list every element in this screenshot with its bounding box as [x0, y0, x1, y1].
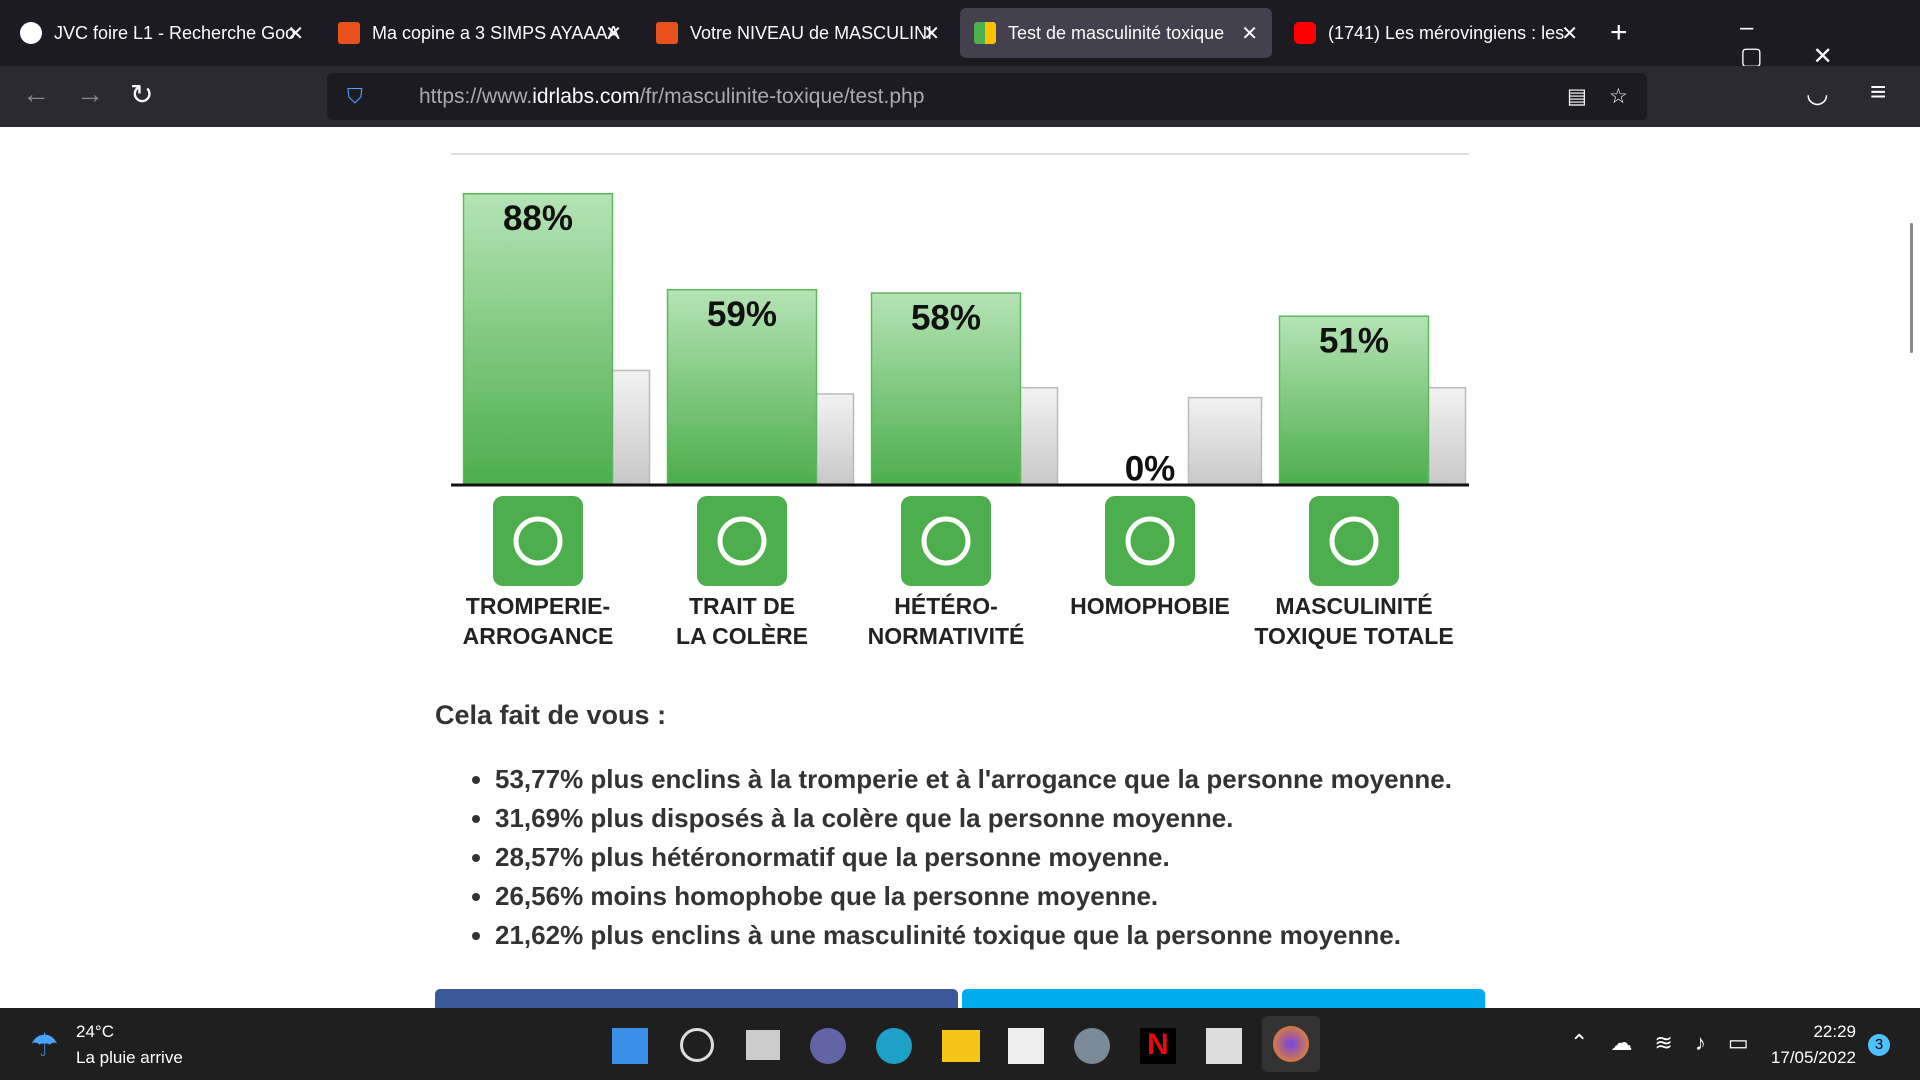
- icon-glyph: [513, 516, 563, 566]
- icon-glyph: [921, 516, 971, 566]
- tab-icon: [20, 22, 42, 44]
- weather-icon: ☂: [30, 1027, 59, 1063]
- forward-button[interactable]: →: [76, 78, 104, 109]
- category-icon: [1105, 496, 1195, 586]
- category-label: HOMOPHOBIE: [1070, 593, 1230, 619]
- category-label: TROMPERIE- ARROGANCE: [462, 593, 614, 649]
- tab-title: Test de masculinité toxique: [1008, 22, 1225, 43]
- new-tab-button[interactable]: +: [1610, 16, 1628, 49]
- weather-text: La pluie arrive: [76, 1048, 183, 1067]
- category-icon: [1309, 496, 1399, 586]
- clock-date: 17/05/2022: [1770, 1048, 1856, 1067]
- clock-time: 22:29: [1813, 1022, 1856, 1041]
- edge-icon[interactable]: [876, 1028, 912, 1064]
- bar-value-label: 58%: [911, 298, 981, 337]
- search-button[interactable]: [680, 1028, 714, 1062]
- result-item: 31,69% plus disposés à la colère que la …: [495, 799, 1452, 838]
- taskview-button[interactable]: [746, 1030, 780, 1060]
- twitter-share-button[interactable]: [962, 989, 1485, 1008]
- results-heading: Cela fait de vous :: [435, 700, 667, 730]
- url-bar[interactable]: https://www.idrlabs.com/fr/masculinite-t…: [327, 73, 1647, 120]
- tab[interactable]: JVC foire L1 - Recherche Goo ✕: [6, 8, 318, 58]
- tab-icon: [1294, 22, 1316, 44]
- bar: [666, 288, 818, 486]
- result-item: 21,62% plus enclins à une masculinité to…: [495, 916, 1452, 955]
- category-label: MASCULINITÉ TOXIQUE TOTALE: [1254, 593, 1454, 649]
- tray-icons[interactable]: ⌃☁≋♪▭: [1570, 1030, 1771, 1055]
- weather-temp: 24°C: [76, 1022, 114, 1041]
- category-icon: [901, 496, 991, 586]
- chart: 88% 59% 58% 0% 51%: [451, 153, 1469, 586]
- tab-title: Votre NIVEAU de MASCULINI: [690, 22, 933, 43]
- tab[interactable]: Votre NIVEAU de MASCULINI ✕: [642, 8, 954, 58]
- tab[interactable]: Test de masculinité toxique ✕: [960, 8, 1272, 58]
- tab-title: JVC foire L1 - Recherche Goo: [54, 22, 296, 43]
- result-item: 26,56% moins homophobe que la personne m…: [495, 877, 1452, 916]
- bar: [462, 192, 614, 486]
- bookmark-star[interactable]: ☆: [1609, 85, 1628, 108]
- bar: [1278, 315, 1430, 486]
- tab-close[interactable]: ✕: [1561, 22, 1578, 45]
- tab-icon: [656, 22, 678, 44]
- scrollbar-thumb[interactable]: [1910, 223, 1913, 353]
- tab[interactable]: (1741) Les mérovingiens : les ✕: [1280, 8, 1592, 58]
- bar-value-label: 0%: [1125, 449, 1176, 488]
- window-controls[interactable]: –▢✕: [1740, 14, 1883, 70]
- bar-value-label: 59%: [707, 295, 777, 334]
- firefox-taskbar-item[interactable]: [1262, 1016, 1320, 1072]
- url-path: /fr/masculinite-toxique/test.php: [639, 85, 925, 108]
- category-label: TRAIT DE LA COLÈRE: [675, 593, 809, 649]
- results-list: 53,77% plus enclins à la tromperie et à …: [470, 760, 1452, 955]
- tab-bar: JVC foire L1 - Recherche Goo ✕ Ma copine …: [0, 0, 1920, 70]
- tab-icon: [338, 22, 360, 44]
- bar: [1187, 396, 1263, 486]
- tab-close[interactable]: ✕: [605, 22, 622, 45]
- menu-button[interactable]: ≡: [1870, 76, 1887, 107]
- notification-badge[interactable]: 3: [1868, 1034, 1890, 1056]
- icon-glyph: [1329, 516, 1379, 566]
- reader-icon[interactable]: ▤: [1567, 85, 1587, 108]
- category-icon: [697, 496, 787, 586]
- category-label: HÉTÉRO- NORMATIVITÉ: [867, 593, 1025, 649]
- tab[interactable]: Ma copine a 3 SIMPS AYAAAA ✕: [324, 8, 636, 58]
- tab-title: Ma copine a 3 SIMPS AYAAAA: [372, 22, 620, 43]
- settings-icon[interactable]: [1074, 1028, 1110, 1064]
- icon-glyph: [1125, 516, 1175, 566]
- category-icon: [493, 496, 583, 586]
- back-button[interactable]: ←: [22, 78, 50, 109]
- shield-icon: ⛉: [347, 85, 363, 108]
- explorer-icon[interactable]: [942, 1030, 980, 1062]
- reload-button[interactable]: ↻: [130, 79, 154, 110]
- bar-value-label: 51%: [1319, 321, 1389, 360]
- bar: [870, 292, 1022, 486]
- result-item: 28,57% plus hétéronormatif que la person…: [495, 838, 1452, 877]
- result-item: 53,77% plus enclins à la tromperie et à …: [495, 760, 1452, 799]
- taskbar: ☂ 24°C La pluie arrive N ⌃☁≋♪▭ 22:29 17/…: [0, 1008, 1920, 1080]
- bar-value-label: 88%: [503, 199, 573, 238]
- tab-close[interactable]: ✕: [287, 22, 304, 45]
- teams-icon[interactable]: [810, 1028, 846, 1064]
- store-icon[interactable]: [1008, 1028, 1044, 1064]
- facebook-share-button[interactable]: [435, 989, 958, 1008]
- url-domain: idrlabs.com: [532, 85, 640, 108]
- tab-close[interactable]: ✕: [923, 22, 940, 45]
- app-icon[interactable]: [1206, 1028, 1242, 1064]
- start-button[interactable]: [612, 1028, 648, 1064]
- icon-glyph: [717, 516, 767, 566]
- pocket-button[interactable]: ◡: [1806, 78, 1829, 108]
- url-scheme: https://www.: [419, 85, 533, 108]
- tab-icon: [974, 22, 996, 44]
- tab-title: (1741) Les mérovingiens : les: [1328, 22, 1565, 43]
- netflix-icon[interactable]: N: [1140, 1028, 1176, 1064]
- tab-close[interactable]: ✕: [1241, 22, 1258, 45]
